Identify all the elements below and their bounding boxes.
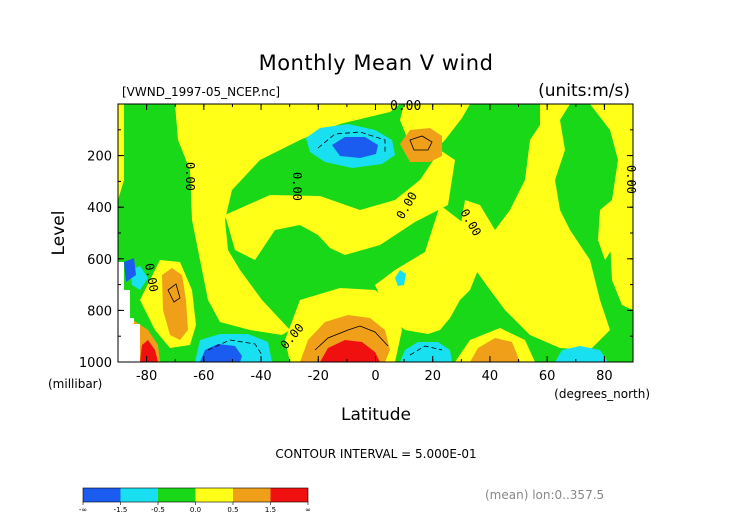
x-axis: -80 -60 -40 -20 0 20 40 60 80 xyxy=(117,104,634,384)
dataset-label: [VWND_1997-05_NCEP.nc] xyxy=(122,85,280,99)
field-blue-3 xyxy=(124,258,136,282)
colorbar-swatch xyxy=(83,488,121,502)
field-cyan-4 xyxy=(555,346,608,362)
units-label: (units:m/s) xyxy=(538,81,630,101)
field-cyan-3 xyxy=(400,342,452,362)
x-tick-label: -40 xyxy=(250,369,271,384)
colorbar: -∞ -1.5 -0.5 0.0 0.5 1.5 ∞ xyxy=(79,487,311,514)
y-axis: 200 400 600 800 1000 xyxy=(79,129,633,371)
contour-line-3 xyxy=(409,135,433,151)
y-tick-label: 200 xyxy=(87,150,112,165)
colorbar-label: 0.5 xyxy=(227,506,238,514)
field-yellow-2 xyxy=(118,104,124,200)
contour-line-4 xyxy=(167,283,181,303)
colorbar-swatch xyxy=(158,488,196,502)
field-red-1 xyxy=(320,340,380,362)
footnote: (mean) lon:0..357.5 xyxy=(485,488,604,502)
colorbar-swatch xyxy=(120,488,158,502)
x-tick-label: 20 xyxy=(424,369,441,384)
zero-label-e: 0.00 xyxy=(624,165,638,194)
contour-dashed-2 xyxy=(207,339,263,356)
x-tick-label: 60 xyxy=(539,369,556,384)
colorbar-label: -0.5 xyxy=(151,506,165,514)
zero-label-b: 0.00 xyxy=(290,172,304,201)
field-orange-1 xyxy=(400,128,442,162)
x-tick-label: 0 xyxy=(371,369,379,384)
field-yellow-5 xyxy=(455,104,610,350)
x-tick-label: -20 xyxy=(308,369,329,384)
field-cyan-5 xyxy=(395,270,406,286)
field-yellow-7 xyxy=(590,104,633,310)
y-tick-label: 400 xyxy=(87,201,112,216)
colorbar-swatch xyxy=(270,488,308,502)
field-red-2 xyxy=(140,340,158,362)
field-blue-1 xyxy=(332,137,378,158)
x-tick-label: 40 xyxy=(482,369,499,384)
contour-line-1 xyxy=(347,325,389,347)
field-orange-4 xyxy=(470,338,520,362)
colorbar-swatch xyxy=(195,488,233,502)
x-axis-unit: (degrees_north) xyxy=(554,387,650,401)
colorbar-swatch xyxy=(233,488,271,502)
contour-interval: CONTOUR INTERVAL = 5.000E-01 xyxy=(275,447,476,461)
colorbar-label: 1.5 xyxy=(265,506,276,514)
x-tick-label: -80 xyxy=(136,369,157,384)
field-yellow-1 xyxy=(118,104,400,335)
field-missing xyxy=(118,262,140,362)
colorbar-label: ∞ xyxy=(305,506,311,514)
x-tick-label: -60 xyxy=(193,369,214,384)
colorbar-label: -∞ xyxy=(79,506,87,514)
field-yellow-3 xyxy=(225,150,455,260)
zero-label-a: 0.00 xyxy=(183,162,197,191)
contour-dashed-3 xyxy=(409,345,443,356)
y-tick-label: 800 xyxy=(87,304,112,319)
chart-title: Monthly Mean V wind xyxy=(259,51,494,75)
zero-label-top: 0.00 xyxy=(390,99,421,114)
zero-label-g: 0.00 xyxy=(142,262,161,293)
y-axis-unit: (millibar) xyxy=(48,377,102,391)
y-tick-label: 1000 xyxy=(79,356,112,371)
contour-lines xyxy=(167,131,443,356)
y-axis-title: Level xyxy=(49,211,69,256)
colorbar-label: 0.0 xyxy=(190,506,201,514)
field-orange-2 xyxy=(162,268,188,340)
field-yellow-12 xyxy=(530,222,550,290)
contour-line-2 xyxy=(314,329,349,351)
x-tick-label: 80 xyxy=(596,369,613,384)
field-yellow-11 xyxy=(598,200,618,260)
contour-fields xyxy=(118,104,633,362)
x-axis-title: Latitude xyxy=(341,405,411,425)
y-tick-label: 600 xyxy=(87,253,112,268)
colorbar-label: -1.5 xyxy=(114,506,128,514)
field-yellow-6 xyxy=(375,205,478,334)
